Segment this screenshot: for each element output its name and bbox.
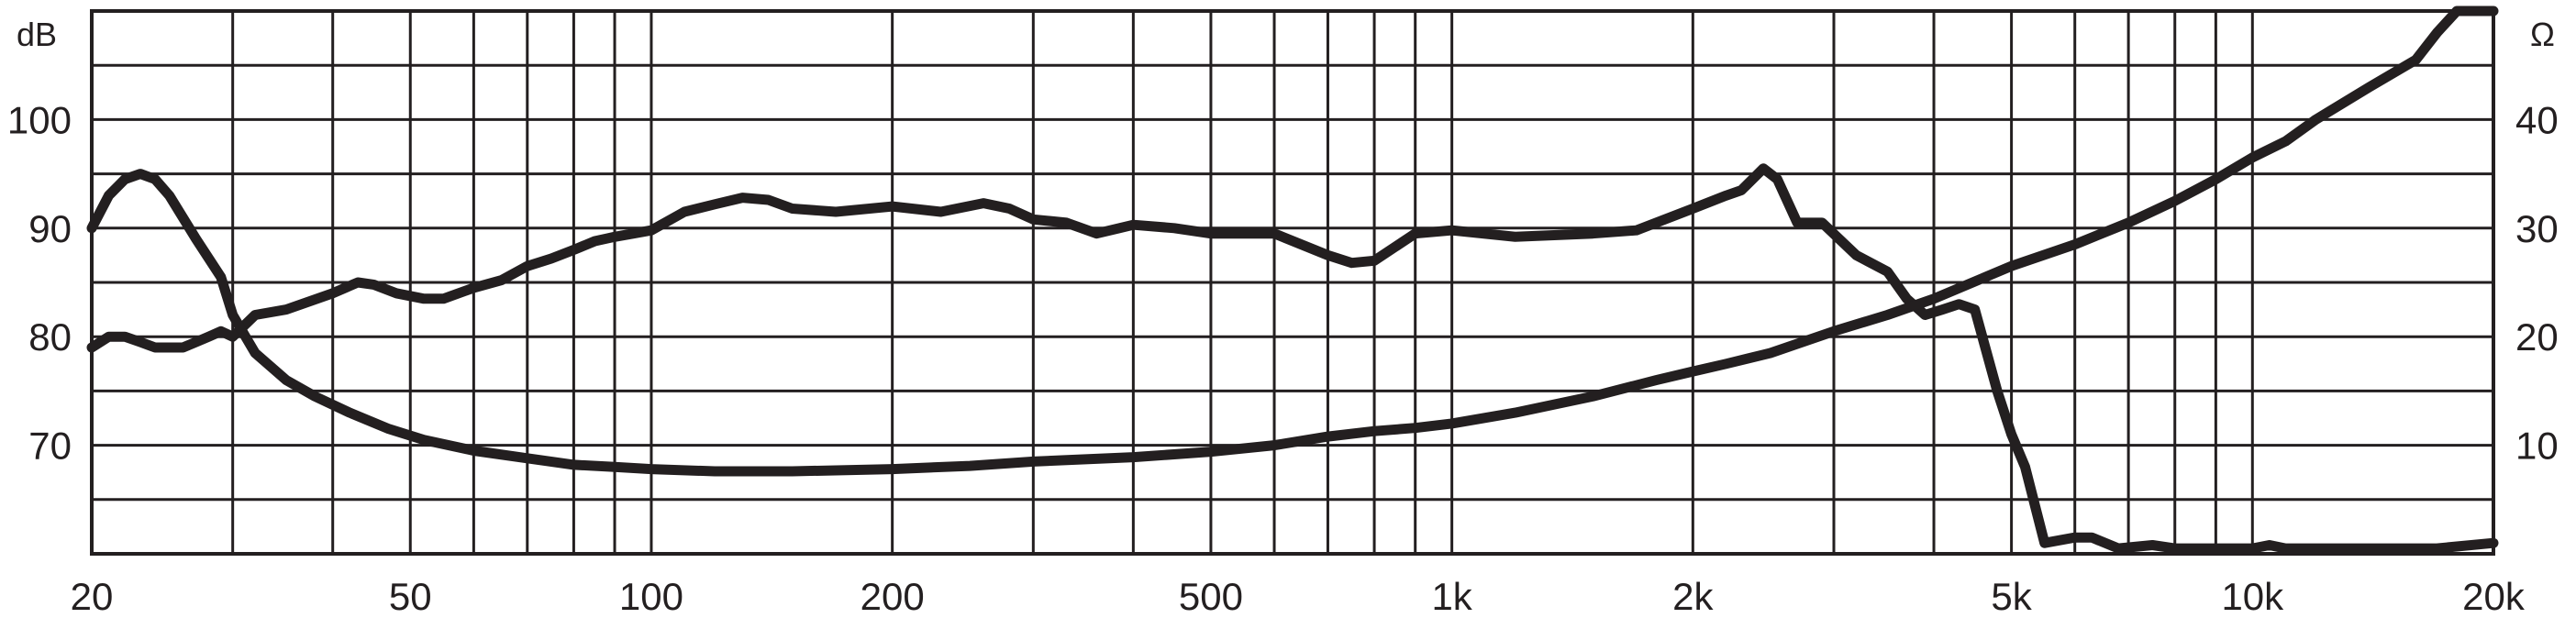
chart-grid xyxy=(90,11,2495,554)
y-right-tick-label: 30 xyxy=(2515,207,2559,250)
y-left-tick-label: 100 xyxy=(7,98,72,141)
y-left-tick-label: 90 xyxy=(28,207,72,250)
x-tick-label: 20k xyxy=(2462,575,2526,618)
x-tick-label: 20 xyxy=(71,575,114,618)
right-axis-unit: Ω xyxy=(2530,16,2555,53)
x-tick-label: 2k xyxy=(1672,575,1714,618)
x-tick-label: 1k xyxy=(1431,575,1472,618)
axis-labels: dB Ω 20 50 100 200 500 1k 2k 5k 10k 20k 70 80 90 100 1… xyxy=(7,16,2559,618)
x-tick-label: 5k xyxy=(1991,575,2032,618)
y-left-tick-label: 70 xyxy=(28,425,72,468)
series-layer xyxy=(86,6,2499,554)
y-right-tick-label: 20 xyxy=(2515,315,2559,359)
y-right-tick-label: 40 xyxy=(2515,98,2559,141)
y-right-tick-label: 10 xyxy=(2515,425,2559,468)
left-axis-unit: dB xyxy=(17,16,57,53)
y-left-tick-label: 80 xyxy=(28,315,72,359)
x-tick-label: 100 xyxy=(619,575,683,618)
impedance-curve xyxy=(86,6,2499,477)
x-tick-label: 500 xyxy=(1179,575,1243,618)
x-tick-label: 50 xyxy=(389,575,432,618)
plot-frame xyxy=(90,9,2495,556)
x-tick-label: 10k xyxy=(2221,575,2284,618)
x-tick-label: 200 xyxy=(861,575,925,618)
spl-curve xyxy=(86,163,2499,554)
